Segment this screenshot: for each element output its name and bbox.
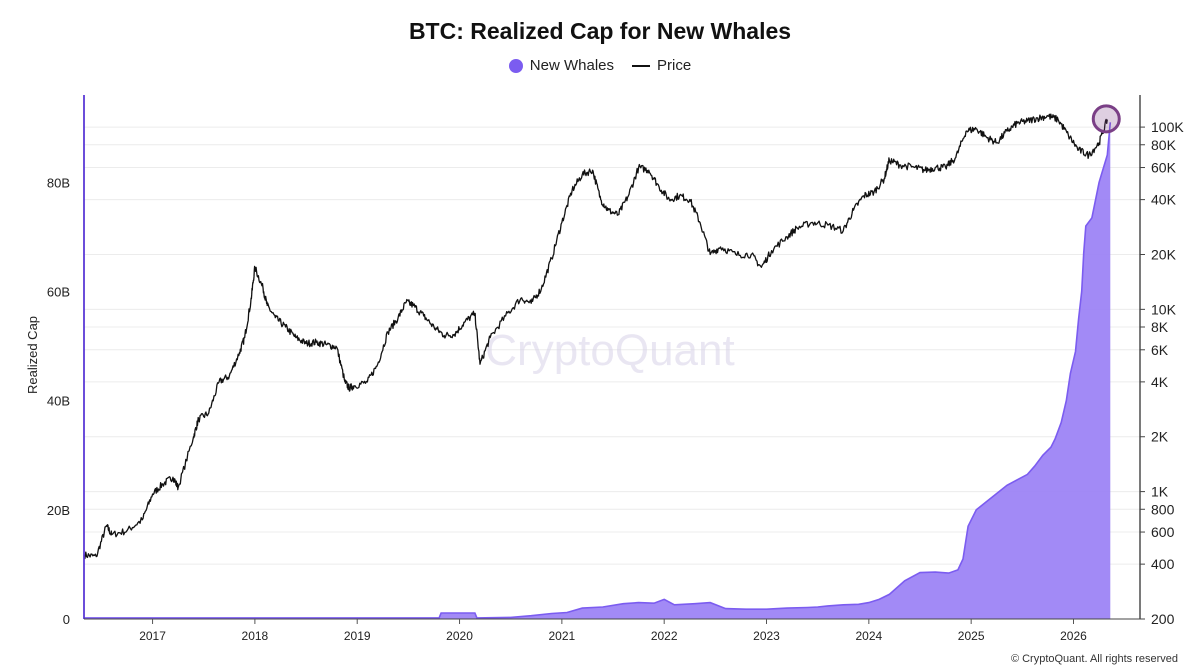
axes: 2017 2018 2019 2020 2021 2022 2023 2024 2025 2026… xyxy=(47,95,1184,643)
x-tick-label: 2018 xyxy=(242,629,269,643)
legend-item-new-whales[interactable]: New Whales xyxy=(508,57,614,74)
legend-item-price[interactable]: Price xyxy=(632,57,691,74)
right-tick-label: 400 xyxy=(1151,556,1175,572)
series-layer xyxy=(83,113,1112,620)
right-tick-label: 4K xyxy=(1151,374,1169,390)
x-tick-label: 2024 xyxy=(855,629,882,643)
new-whales-area xyxy=(84,122,1111,620)
right-tick-label: 2K xyxy=(1151,429,1169,445)
right-tick-label: 10K xyxy=(1151,301,1177,317)
right-tick-label: 100K xyxy=(1151,119,1184,135)
right-tick-label: 600 xyxy=(1151,524,1175,540)
x-tick-label: 2025 xyxy=(958,629,985,643)
right-tick-label: 200 xyxy=(1151,611,1175,627)
right-tick-label: 60K xyxy=(1151,160,1177,176)
x-tick-label: 2026 xyxy=(1060,629,1087,643)
x-tick-label: 2020 xyxy=(446,629,473,643)
left-tick-label: 60B xyxy=(47,285,70,300)
watermark: CryptoQuant xyxy=(485,326,734,375)
legend-label-new-whales: New Whales xyxy=(529,57,614,74)
right-tick-label: 6K xyxy=(1151,342,1169,358)
left-tick-label: 40B xyxy=(47,394,70,409)
right-tick-label: 40K xyxy=(1151,192,1177,208)
x-tick-label: 2022 xyxy=(651,629,678,643)
right-tick-label: 1K xyxy=(1151,484,1169,500)
right-tick-label: 20K xyxy=(1151,246,1177,262)
highlight-circle-marker xyxy=(1091,104,1121,134)
x-tick-label: 2017 xyxy=(139,629,166,643)
annotations xyxy=(1091,104,1121,134)
left-tick-label: 0 xyxy=(63,612,70,627)
left-tick-label: 20B xyxy=(47,503,70,518)
chart-title: BTC: Realized Cap for New Whales xyxy=(408,18,792,44)
price-line xyxy=(83,113,1108,560)
x-tick-label: 2023 xyxy=(753,629,780,643)
legend-dot-icon xyxy=(508,58,523,73)
left-tick-label: 80B xyxy=(47,175,70,190)
y-axis-label: Realized Cap xyxy=(25,316,40,394)
new-whales-line xyxy=(84,122,1112,619)
right-tick-label: 80K xyxy=(1151,137,1177,153)
chart-legend: New Whales Price xyxy=(0,57,1200,74)
x-tick-label: 2019 xyxy=(344,629,371,643)
legend-line-icon xyxy=(632,64,650,67)
legend-label-price: Price xyxy=(657,57,692,74)
right-tick-label: 8K xyxy=(1151,319,1169,335)
right-tick-label: 800 xyxy=(1151,501,1175,517)
x-tick-label: 2021 xyxy=(549,629,576,643)
footer-credit: © CryptoQuant. All rights reserved xyxy=(1010,653,1178,665)
